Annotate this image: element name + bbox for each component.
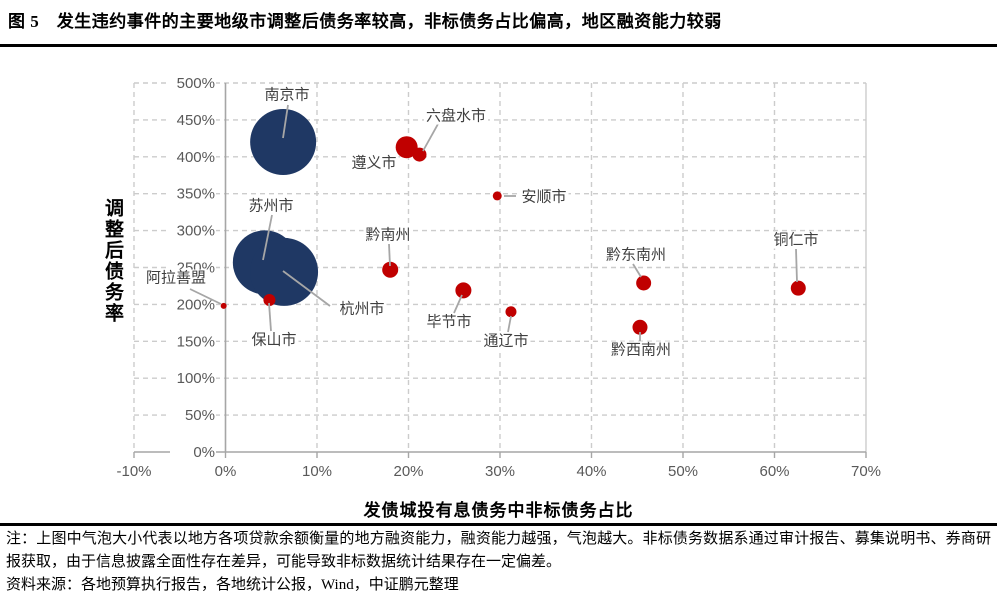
leader-line-黔南州 [388,243,391,267]
y-tick-label: 300% [177,223,215,240]
city-label-遵义市: 遵义市 [349,154,399,172]
y-tick-bg [170,369,216,388]
bubble-黔南州 [382,261,399,278]
y-axis-title: 调整后债务率 [102,198,123,324]
leader-line-保山市 [268,302,272,332]
city-label-阿拉善盟: 阿拉善盟 [143,269,209,287]
city-label-六盘水市: 六盘水市 [423,107,489,125]
x-tick-label: 50% [668,463,698,480]
y-tick-label: 500% [177,75,215,92]
bubble-南京市 [250,109,317,176]
leader-line-毕节市 [453,294,463,314]
y-tick-label: 350% [177,186,215,203]
y-tick-bg [170,332,216,351]
y-tick-bg [170,295,216,314]
y-tick-label: 450% [177,112,215,129]
leader-line-通辽市 [507,315,512,333]
figure-title: 图 5 发生违约事件的主要地级市调整后债务率较高，非标债务占比偏高，地区融资能力… [8,12,722,31]
y-tick-label: 400% [177,149,215,166]
y-tick-bg [170,443,216,461]
figure-source: 资料来源：各地预算执行报告，各地统计公报，Wind，中证鹏元整理 [6,577,459,593]
footer-divider [0,523,997,526]
leader-line-南京市 [282,104,289,139]
x-tick-label: 40% [576,463,606,480]
bubble-铜仁市 [790,280,806,296]
y-tick-label: 200% [177,296,215,313]
bubble-遵义市 [395,136,418,159]
x-tick-label: 70% [851,463,881,480]
x-tick-label: 30% [485,463,515,480]
title-divider [0,44,997,47]
x-tick-label: -10% [116,463,151,480]
y-tick-label: 100% [177,370,215,387]
city-label-保山市: 保山市 [249,331,299,349]
bubble-阿拉善盟 [220,302,227,309]
leader-line-苏州市 [262,214,273,261]
x-tick-label: 20% [393,463,423,480]
bubble-六盘水市 [412,147,427,162]
leader-line-杭州市 [282,270,331,307]
leader-line-黔东南州 [632,263,642,278]
city-label-铜仁市: 铜仁市 [771,231,821,249]
y-tick-label: 150% [177,333,215,350]
city-label-毕节市: 毕节市 [424,313,474,331]
city-label-通辽市: 通辽市 [481,332,531,350]
leader-line-六盘水市 [422,123,439,152]
city-label-安顺市: 安顺市 [519,188,569,206]
y-tick-bg [170,221,216,240]
y-tick-bg [170,147,216,166]
bubble-保山市 [263,293,276,306]
y-tick-bg [170,74,216,92]
bubble-黔西南州 [632,319,648,335]
bubble-黔东南州 [636,275,652,291]
y-tick-bg [170,184,216,203]
figure-note: 注：上图中气泡大小代表以地方各项贷款余额衡量的地方融资能力，融资能力越强，气泡越… [6,531,991,570]
y-tick-bg [170,110,216,129]
city-label-苏州市: 苏州市 [246,197,296,215]
x-tick-label: 60% [759,463,789,480]
leader-line-铜仁市 [795,248,798,283]
x-axis-title: 发债城投有息债务中非标债务占比 [363,501,634,520]
leader-line-阿拉善盟 [189,288,222,305]
y-tick-bg [170,406,216,425]
city-label-杭州市: 杭州市 [337,300,387,318]
bubble-毕节市 [455,282,472,299]
x-tick-label: 0% [215,463,237,480]
city-label-南京市: 南京市 [262,86,312,104]
bubble-安顺市 [492,191,502,201]
city-label-黔西南州: 黔西南州 [608,341,674,359]
bubble-通辽市 [505,306,517,318]
city-label-黔东南州: 黔东南州 [603,246,669,264]
city-label-黔南州: 黔南州 [363,226,413,244]
x-tick-label: 10% [302,463,332,480]
y-tick-label: 0% [193,444,215,461]
y-tick-label: 50% [185,407,215,424]
